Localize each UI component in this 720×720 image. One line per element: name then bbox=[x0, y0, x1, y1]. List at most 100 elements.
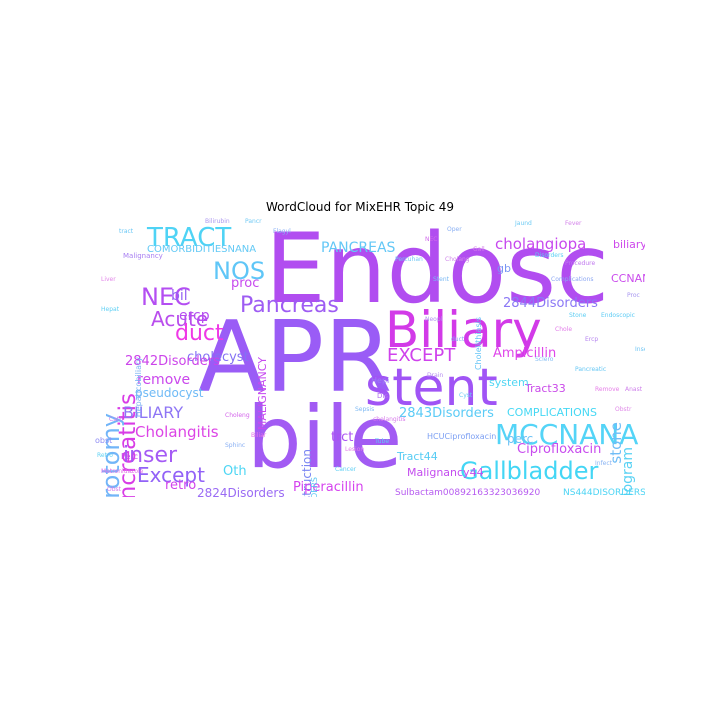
word-cloud-word: Hepi bbox=[371, 376, 390, 385]
word-cloud-word: Hepat bbox=[101, 306, 120, 313]
word-cloud-word: cholangitis bbox=[373, 416, 406, 423]
word-cloud-word: Cyst bbox=[459, 392, 473, 399]
word-cloud-word: pseudocyst bbox=[135, 386, 204, 400]
word-cloud-word: cholangiopa bbox=[495, 235, 587, 253]
word-cloud-word: Choleng bbox=[225, 412, 250, 419]
word-cloud-word: Retro bbox=[97, 452, 113, 459]
word-cloud-word: duct bbox=[175, 321, 224, 346]
word-cloud-word: remove bbox=[137, 372, 191, 388]
word-cloud-word: Pancreatic bbox=[575, 366, 607, 373]
word-cloud-word: Remove bbox=[595, 386, 620, 393]
word-cloud-word: bile bbox=[247, 388, 403, 488]
word-cloud-word: Cholang bbox=[445, 256, 470, 263]
word-cloud-word: PANCREAS bbox=[321, 240, 396, 256]
word-cloud-word: Gall bbox=[473, 246, 485, 253]
word-cloud-word: Liver bbox=[101, 276, 116, 283]
word-cloud-word: Malignancy44 bbox=[407, 466, 484, 479]
word-cloud-word: Sulbactam00892163323036920 bbox=[395, 488, 541, 498]
word-cloud-word: Complications bbox=[551, 276, 594, 283]
word-cloud-word: Lesion bbox=[345, 446, 365, 453]
word-cloud-word: MALIGNANCY bbox=[256, 357, 269, 431]
word-cloud-word: COMORBIDITIESNANA bbox=[147, 244, 257, 255]
word-cloud-word: Cholelithiasis bbox=[474, 317, 483, 371]
word-cloud-word: Disorders bbox=[535, 252, 564, 259]
word-cloud-word: Oth bbox=[223, 464, 247, 479]
word-cloud-word: Pancreas bbox=[240, 293, 339, 318]
word-cloud-word: Sclero bbox=[535, 356, 554, 363]
word-cloud-word: Ercp bbox=[585, 336, 599, 343]
word-cloud-word: system bbox=[489, 376, 529, 389]
word-cloud-word: duct bbox=[451, 336, 465, 343]
word-cloud-word: Acute bbox=[151, 307, 209, 331]
word-cloud-word: Piperacillin bbox=[293, 480, 364, 495]
word-cloud-word: Metronidazole bbox=[101, 468, 144, 475]
word-cloud-word: Fever bbox=[565, 220, 582, 227]
word-cloud-word: Perc bbox=[121, 452, 138, 461]
word-cloud-word: EXCEPT bbox=[387, 345, 456, 366]
word-cloud-word: Endosc bbox=[265, 217, 609, 325]
word-cloud-word: Tube bbox=[375, 438, 390, 445]
word-cloud-word: Proc bbox=[627, 292, 640, 299]
word-cloud-word: obst bbox=[95, 436, 113, 445]
word-cloud-word: CCNANA bbox=[611, 272, 645, 285]
word-cloud-word: Oper bbox=[447, 226, 462, 233]
word-cloud-word: Jaund bbox=[515, 220, 532, 227]
word-cloud-word: Obstr bbox=[615, 406, 632, 413]
word-cloud-word: 2843Disorders bbox=[399, 406, 494, 421]
word-cloud-word: Cath bbox=[109, 416, 124, 423]
word-cloud-word: Insert bbox=[635, 346, 645, 353]
word-cloud-word: Stone bbox=[569, 312, 587, 319]
word-cloud-word: 2844Disorders bbox=[503, 296, 598, 311]
word-cloud-word: biliary bbox=[613, 238, 645, 251]
word-cloud-word: Ampicillin bbox=[493, 346, 557, 361]
word-cloud-word: Drain bbox=[427, 372, 444, 379]
word-cloud-word: APR bbox=[198, 301, 393, 415]
word-cloud-word: Neopl bbox=[425, 316, 443, 323]
word-cloud-word: MCCNANA bbox=[495, 418, 639, 451]
word-cloud-word: Cholangitis bbox=[135, 423, 219, 441]
word-cloud: Endosc APR bile Biliary stent MCCNANA Gallblad… bbox=[95, 217, 645, 498]
word-cloud-word: NOS bbox=[213, 257, 266, 285]
word-cloud-word: Procedure bbox=[565, 260, 596, 267]
word-cloud-word: inser bbox=[123, 443, 178, 468]
word-cloud-word: Pancr bbox=[245, 218, 262, 225]
word-cloud-word: tract bbox=[119, 228, 134, 235]
word-cloud-word: Endoscopic bbox=[601, 312, 635, 319]
word-cloud-word: perc bbox=[507, 432, 534, 446]
word-cloud-word: Tract33 bbox=[525, 382, 566, 395]
word-cloud-word: Sphinc bbox=[225, 442, 246, 449]
word-cloud-word: Cancer bbox=[335, 466, 357, 473]
word-cloud-word: cholecyst bbox=[187, 350, 249, 365]
word-cloud-word: TRACT bbox=[147, 223, 232, 253]
word-cloud-word: Dis bbox=[377, 392, 388, 400]
word-cloud-word: BILIARY bbox=[123, 403, 184, 422]
word-cloud-word: Anast bbox=[625, 386, 643, 393]
word-cloud-word: Infect bbox=[595, 460, 613, 467]
chart-title: WordCloud for MixEHR Topic 49 bbox=[265, 200, 455, 214]
word-cloud-word: Ciprofloxacin bbox=[517, 442, 602, 457]
word-cloud-word: HCUCiprofloxacin bbox=[427, 432, 497, 441]
word-cloud-word: Flagyl bbox=[273, 228, 291, 235]
word-cloud-word: gb bbox=[497, 262, 511, 275]
word-cloud-word: stent bbox=[365, 358, 498, 418]
word-cloud-word: Sepsis bbox=[355, 406, 375, 413]
word-cloud-word: COMPLICATIONS bbox=[507, 406, 598, 419]
word-cloud-word: Percuhan bbox=[395, 256, 423, 263]
word-cloud-word: Tract44 bbox=[397, 450, 438, 463]
word-cloud-word: 2842Disorders bbox=[125, 354, 220, 369]
word-cloud-word: trct bbox=[331, 430, 354, 445]
word-cloud-word: Malignancy bbox=[123, 252, 163, 260]
word-cloud-word: NEC bbox=[141, 283, 191, 311]
word-cloud-word: ercp bbox=[179, 308, 210, 324]
word-cloud-word: Except bbox=[137, 463, 205, 487]
word-cloud-word: bil bbox=[171, 288, 188, 304]
word-cloud-word: proc bbox=[231, 276, 260, 291]
word-cloud-word: Biliary bbox=[385, 301, 542, 359]
word-cloud-word: Chole bbox=[555, 326, 573, 333]
word-cloud-word: Obst bbox=[107, 486, 122, 493]
word-cloud-word: NEC bbox=[425, 236, 438, 243]
word-cloud-word: 2824Disorders bbox=[197, 486, 285, 497]
word-cloud-word: Bilirubin bbox=[205, 218, 230, 225]
word-cloud-word: NS444DISORDERS bbox=[563, 488, 645, 498]
word-cloud-word: Gallbladder bbox=[460, 457, 599, 485]
